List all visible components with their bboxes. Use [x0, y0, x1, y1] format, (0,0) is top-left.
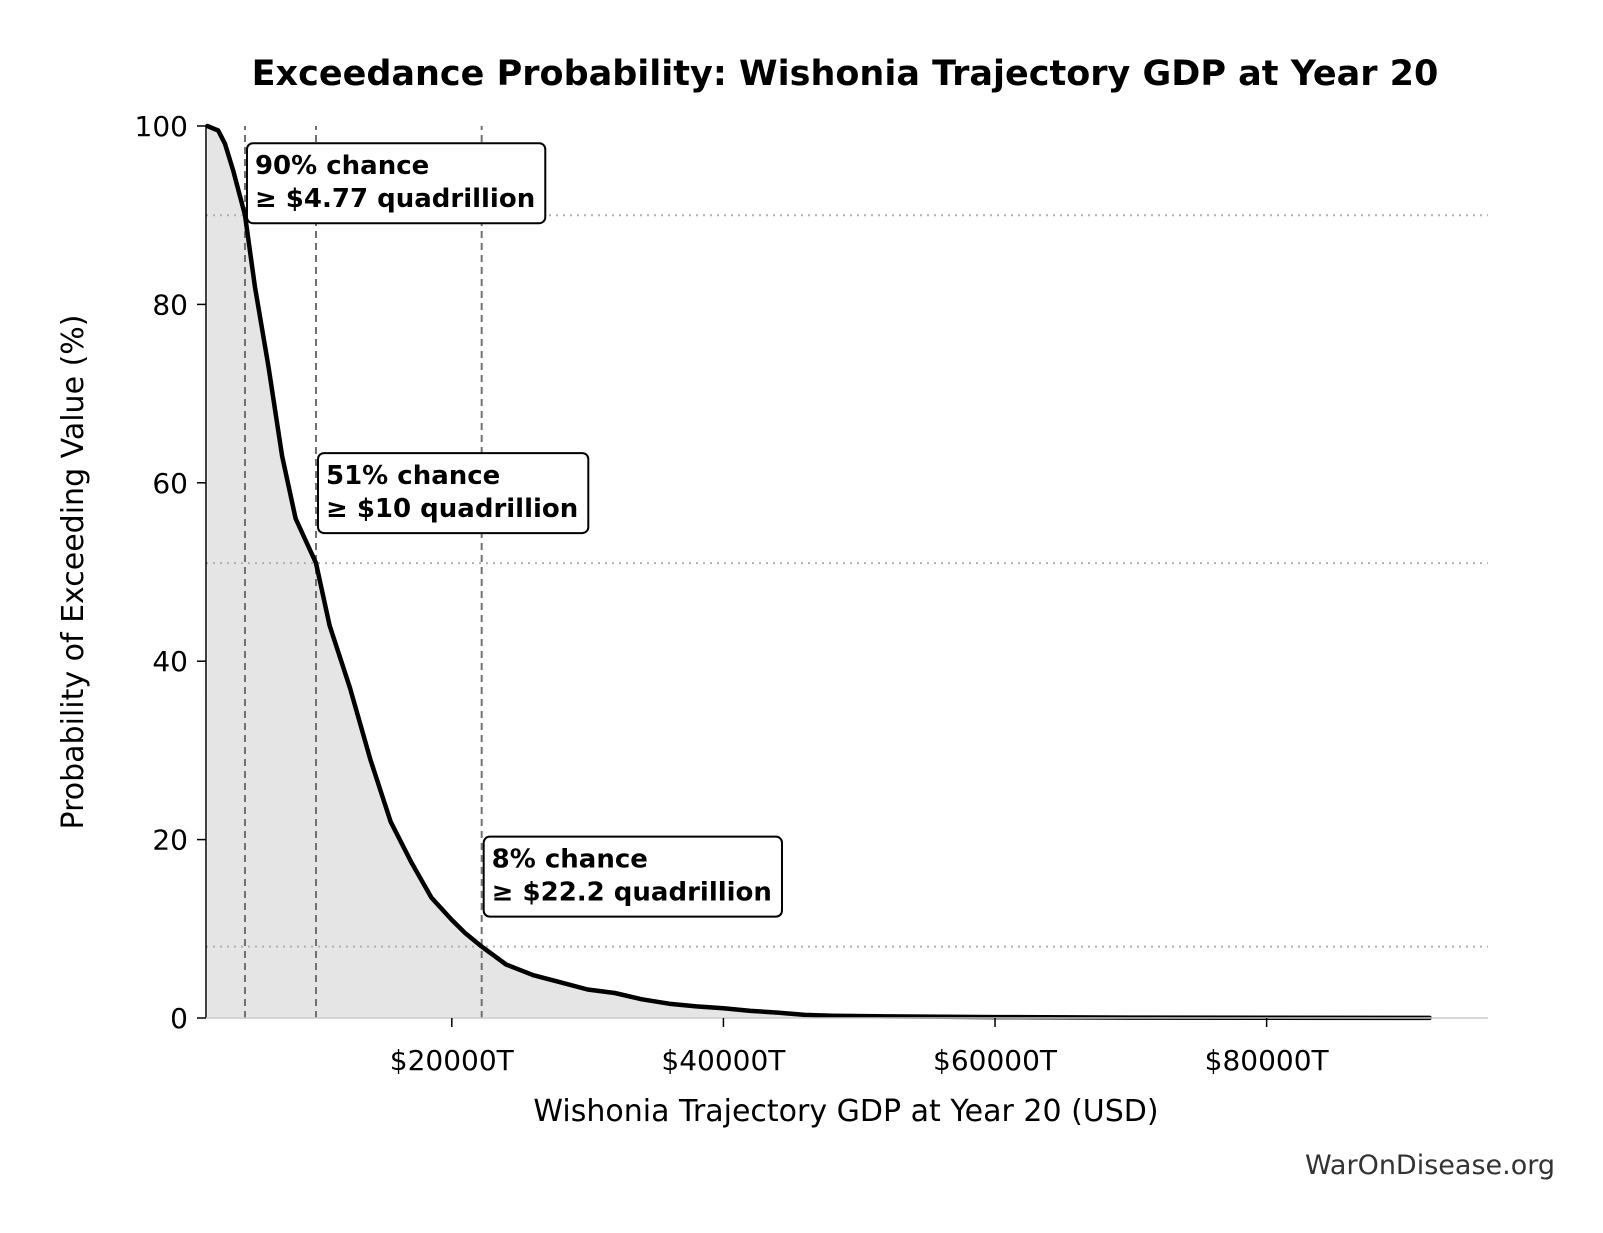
annotation-box — [245, 142, 547, 225]
y-tick-label: 100 — [135, 110, 188, 143]
annotation-box — [317, 452, 590, 535]
y-tick-label: 80 — [152, 288, 188, 321]
annotation-line1: 90% chance — [255, 151, 429, 181]
x-tick-label: $20000T — [390, 1044, 515, 1077]
x-axis-label: Wishonia Trajectory GDP at Year 20 (USD) — [533, 1094, 1158, 1129]
chart-title: Exceedance Probability: Wishonia Traject… — [252, 54, 1439, 94]
annotation-line2: ≥ $4.77 quadrillion — [255, 184, 535, 214]
annotation-1: 51% chance≥ $10 quadrillion — [317, 452, 590, 535]
annotation-0: 90% chance≥ $4.77 quadrillion — [245, 142, 547, 225]
y-tick-label: 40 — [152, 645, 188, 678]
footer-attribution: WarOnDisease.org — [1305, 1150, 1555, 1181]
annotation-box — [482, 835, 783, 918]
x-tick-label: $60000T — [933, 1044, 1058, 1077]
annotation-line1: 51% chance — [326, 461, 500, 491]
annotation-line2: ≥ $22.2 quadrillion — [492, 878, 772, 908]
y-tick-label: 20 — [152, 824, 188, 857]
annotation-2: 8% chance≥ $22.2 quadrillion — [482, 835, 783, 918]
y-axis-label: Probability of Exceeding Value (%) — [56, 315, 91, 830]
x-tick-label: $40000T — [661, 1044, 786, 1077]
annotation-line2: ≥ $10 quadrillion — [326, 494, 578, 524]
plot-area: 0 20 40 60 80 100 $20000T $40000T $60000T $80000T… — [135, 110, 1488, 1077]
area-fill — [207, 126, 1430, 1018]
y-tick-label: 60 — [152, 467, 188, 500]
annotation-line1: 8% chance — [492, 845, 648, 875]
x-tick-label: $80000T — [1205, 1044, 1330, 1077]
exceedance-curve — [205, 123, 1432, 1021]
y-tick-label: 0 — [170, 1002, 188, 1035]
